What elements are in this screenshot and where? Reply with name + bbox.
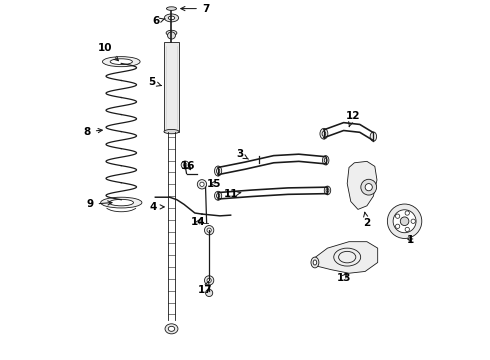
Ellipse shape	[313, 260, 317, 265]
Text: 13: 13	[336, 273, 351, 283]
Ellipse shape	[165, 324, 178, 334]
Circle shape	[361, 179, 377, 195]
Text: 3: 3	[236, 149, 248, 159]
Circle shape	[181, 161, 189, 169]
Circle shape	[405, 211, 409, 215]
Circle shape	[388, 204, 422, 238]
Text: 2: 2	[363, 212, 370, 228]
Ellipse shape	[164, 130, 179, 134]
Circle shape	[395, 224, 400, 229]
Bar	[164, 42, 179, 132]
Ellipse shape	[102, 57, 140, 67]
Ellipse shape	[326, 188, 329, 192]
Circle shape	[405, 227, 409, 231]
Circle shape	[183, 163, 187, 167]
Circle shape	[365, 184, 372, 191]
Circle shape	[207, 228, 211, 232]
Text: 14: 14	[191, 217, 206, 227]
Text: 5: 5	[148, 77, 161, 87]
Text: 8: 8	[84, 127, 102, 136]
Circle shape	[400, 217, 409, 226]
Ellipse shape	[215, 191, 221, 200]
Circle shape	[200, 182, 204, 186]
Ellipse shape	[109, 199, 133, 206]
Ellipse shape	[324, 158, 327, 162]
Circle shape	[205, 289, 213, 297]
Circle shape	[204, 276, 214, 285]
Circle shape	[207, 278, 211, 283]
Ellipse shape	[324, 186, 331, 195]
Circle shape	[204, 226, 214, 235]
Ellipse shape	[215, 166, 221, 176]
Ellipse shape	[370, 132, 377, 141]
Ellipse shape	[110, 59, 132, 64]
Ellipse shape	[217, 168, 220, 174]
Text: 7: 7	[181, 4, 209, 14]
Text: 11: 11	[223, 189, 241, 199]
Circle shape	[411, 219, 416, 224]
Text: 10: 10	[98, 43, 119, 61]
Ellipse shape	[168, 32, 175, 39]
Text: 1: 1	[407, 235, 415, 245]
Circle shape	[395, 214, 400, 218]
Text: 4: 4	[150, 202, 164, 212]
Ellipse shape	[167, 7, 176, 10]
Text: 17: 17	[197, 282, 212, 296]
Ellipse shape	[320, 129, 328, 139]
Text: 6: 6	[152, 17, 165, 27]
Circle shape	[197, 180, 207, 189]
Ellipse shape	[311, 257, 319, 268]
Ellipse shape	[164, 14, 179, 22]
Text: 15: 15	[207, 179, 222, 189]
Text: 9: 9	[87, 199, 112, 210]
Polygon shape	[313, 242, 378, 273]
Ellipse shape	[100, 197, 142, 208]
Ellipse shape	[322, 156, 329, 165]
Text: 12: 12	[345, 111, 360, 127]
Polygon shape	[347, 161, 377, 210]
Ellipse shape	[217, 194, 220, 198]
Ellipse shape	[322, 131, 326, 136]
Ellipse shape	[168, 326, 175, 331]
Ellipse shape	[168, 16, 175, 20]
Ellipse shape	[166, 30, 177, 36]
Circle shape	[393, 210, 416, 233]
Text: 16: 16	[180, 161, 195, 171]
